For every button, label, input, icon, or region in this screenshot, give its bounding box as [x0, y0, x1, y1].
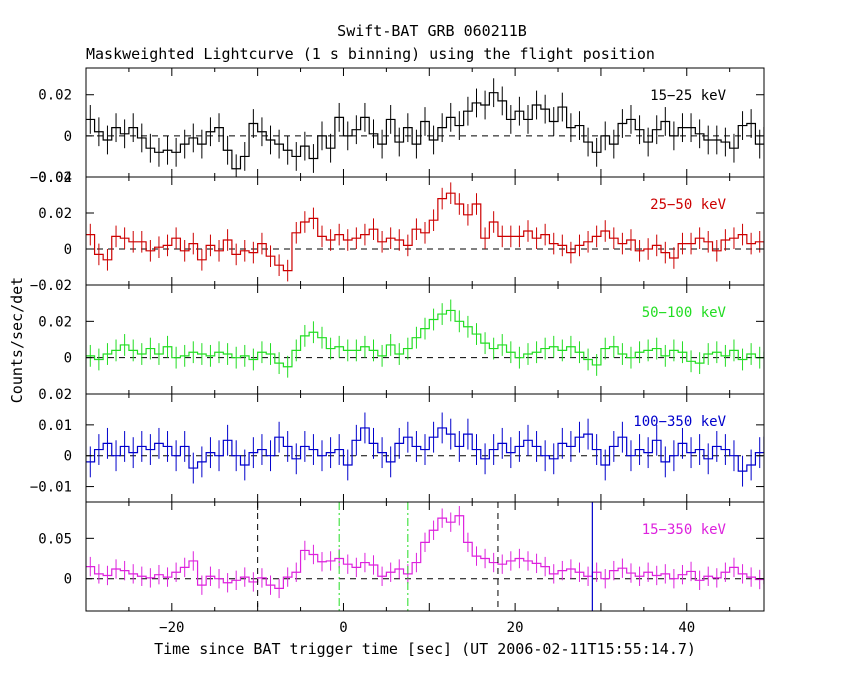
band-label: 15−350 keV	[642, 522, 727, 538]
series-group	[86, 78, 764, 177]
x-tick-label: 0	[339, 620, 347, 636]
chart-subtitle: Maskweighted Lightcurve (1 s binning) us…	[86, 45, 655, 63]
x-tick-label: −20	[159, 620, 184, 636]
chart-title: Swift-BAT GRB 060211B	[337, 22, 527, 40]
panel-3: 0.02 0 50−100 keV	[38, 284, 765, 395]
panel-1: 0.02 0 −0.02 15−25 keV	[30, 67, 765, 186]
y-tick-label: −0.01	[30, 480, 72, 496]
panel-stack: 0.02 0 −0.02 15−25 keV 0.04 0.02 0 −0.02 25−50 k…	[30, 67, 765, 612]
x-axis-label: Time since BAT trigger time [sec] (UT 20…	[154, 640, 696, 658]
y-tick-label: 0	[64, 129, 72, 145]
band-label: 50−100 keV	[642, 305, 727, 321]
y-tick-label: 0	[64, 572, 72, 588]
panel-5: 0.05 0 15−350 keV	[38, 501, 765, 612]
y-tick-label: 0.02	[38, 314, 72, 330]
panel-frame	[85, 501, 765, 612]
step-line-series-1	[86, 92, 764, 170]
panel-2: 0.04 0.02 0 −0.02 25−50 keV	[30, 170, 765, 294]
y-tick-label: 0.02	[38, 206, 72, 222]
y-tick-label: 0.02	[38, 387, 72, 403]
band-label: 15−25 keV	[650, 88, 726, 104]
series-group	[86, 502, 764, 611]
y-tick-label: −0.02	[30, 170, 72, 186]
y-tick-label: −0.02	[30, 278, 72, 294]
band-label: 25−50 keV	[650, 197, 726, 213]
y-tick-label: 0.02	[38, 88, 72, 104]
band-label: 100−350 keV	[633, 414, 726, 430]
series-group	[86, 299, 764, 378]
series-group	[86, 412, 764, 487]
step-line-series-4	[86, 427, 764, 472]
x-tick-label: 40	[678, 620, 695, 636]
series-group	[86, 182, 764, 282]
y-tick-label: 0	[64, 242, 72, 258]
x-tick-label: 20	[507, 620, 524, 636]
y-tick-label: 0.05	[38, 531, 72, 547]
panel-4: 0.02 0.01 0 −0.01 100−350 keV	[30, 387, 765, 503]
y-axis-label: Counts/sec/det	[8, 277, 26, 403]
x-axis: −20 0 20 40	[159, 620, 695, 636]
step-line-series-3	[86, 309, 764, 368]
y-tick-label: 0.04	[38, 170, 72, 186]
y-tick-label: 0	[64, 351, 72, 367]
y-tick-label: 0.01	[38, 418, 72, 434]
y-tick-label: 0	[64, 449, 72, 465]
